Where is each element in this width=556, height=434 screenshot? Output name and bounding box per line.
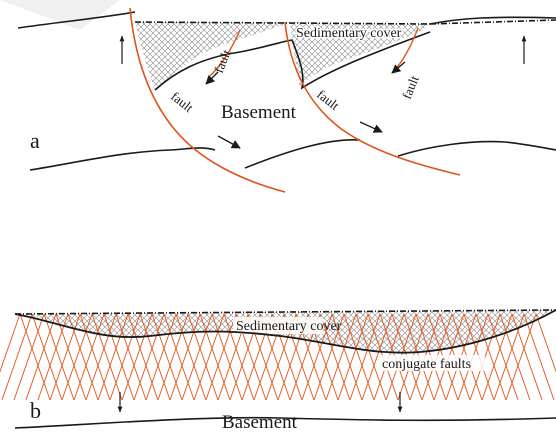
conjugate-fault-line — [205, 313, 237, 401]
conjugate-fault-line — [139, 313, 171, 401]
conjugate-fault-line — [85, 313, 117, 401]
sediment-fill-left — [135, 22, 290, 90]
label-halo-sedimentary-b — [233, 317, 323, 334]
conjugate-fault-line — [337, 313, 369, 401]
slip-arrow-small-left — [205, 71, 219, 85]
panel-letter-a: a — [30, 128, 40, 153]
conjugate-fault-line — [355, 313, 387, 401]
conjugate-fault-line — [175, 313, 207, 401]
conjugate-fault-line — [0, 313, 21, 373]
slip-arrow-small-right — [391, 61, 406, 74]
basement-label-b: Basement — [222, 412, 298, 433]
basement-lower-line-b — [14, 416, 556, 429]
conjugate-fault-line — [19, 313, 51, 401]
conjugate-fault-line — [97, 313, 129, 401]
conjugate-fault-line — [181, 313, 213, 401]
conjugate-fault-line — [133, 313, 165, 401]
basement-lower-line-a — [29, 138, 556, 171]
conjugate-fault-line — [127, 313, 159, 401]
sedimentary-cover-label-a: Sedimentary cover — [296, 26, 402, 41]
fault-label-1: fault — [211, 47, 234, 75]
sediment-fill-right — [290, 22, 430, 88]
conjugate-fault-line — [103, 313, 135, 401]
conjugate-fault-line — [511, 313, 543, 401]
conjugate-fault-line — [91, 313, 123, 401]
surface-line-a — [134, 21, 431, 25]
panel-a: Sedimentary cover Basement a fault fault… — [0, 0, 556, 193]
conjugate-fault-line — [313, 313, 345, 401]
conjugate-fault-line — [31, 313, 63, 401]
sedimentary-cover-label-b: Sedimentary cover — [236, 319, 342, 334]
conjugate-fault-line — [523, 313, 555, 401]
conjugate-fault-line — [475, 313, 507, 401]
conjugate-fault-line — [499, 313, 531, 401]
conjugate-fault-line — [301, 313, 333, 401]
conjugate-fault-line — [331, 313, 363, 401]
listric-fault-left — [129, 7, 286, 193]
conjugate-faults-label: conjugate faults — [382, 357, 471, 372]
conjugate-fault-line — [151, 313, 183, 401]
conjugate-fault-line — [187, 313, 219, 401]
conjugate-fault-line — [37, 313, 69, 401]
conjugate-fault-line — [193, 313, 225, 401]
slip-arrow-listric-right — [359, 121, 383, 133]
conjugate-fault-line — [535, 313, 556, 373]
basement-top-b — [14, 309, 556, 354]
basement-label-a: Basement — [221, 102, 297, 123]
conjugate-fault-line — [343, 313, 375, 401]
conjugate-fault-line — [1, 313, 33, 401]
watermark-wedge — [0, 0, 120, 30]
fault-label-2: fault — [168, 89, 196, 116]
fault-label-4: fault — [399, 73, 422, 101]
conjugate-fault-line — [121, 313, 153, 401]
conjugate-fault-line — [505, 313, 537, 401]
conjugate-fault-line — [349, 313, 381, 401]
conjugate-fault-line — [319, 313, 351, 401]
conjugate-fault-line — [55, 313, 87, 401]
conjugate-fault-line — [223, 313, 255, 401]
conjugate-fault-line — [157, 313, 189, 401]
panel-b: Sedimentary cover conjugate faults Basem… — [0, 309, 556, 433]
fault-label-3: fault — [314, 87, 342, 114]
slip-arrow-listric-left — [217, 135, 241, 149]
conjugate-fault-line — [163, 313, 195, 401]
conjugate-fault-line — [481, 313, 513, 401]
conjugate-fault-line — [145, 313, 177, 401]
conjugate-fault-line — [325, 313, 357, 401]
conjugate-fault-line — [361, 313, 393, 401]
surface-line-a-right — [429, 19, 556, 25]
conjugate-fault-line — [25, 313, 57, 401]
conjugate-fault-line — [13, 313, 45, 401]
surface-right-a — [429, 16, 556, 25]
conjugate-fault-line — [169, 313, 201, 401]
surface-left-a — [17, 11, 136, 29]
conjugate-fault-line — [43, 313, 75, 401]
conjugate-fault-line — [79, 313, 111, 401]
conjugate-fault-line — [115, 313, 147, 401]
label-halo-conjugate-b — [380, 355, 485, 371]
conjugate-fault-line — [211, 313, 243, 401]
basement-top-a — [154, 31, 431, 91]
panel-letter-b: b — [30, 398, 41, 423]
conjugate-fault-line — [199, 313, 231, 401]
listric-fault-right — [284, 21, 461, 176]
conjugate-fault-line — [487, 313, 519, 401]
surface-line-b — [14, 309, 556, 315]
small-fault-left — [209, 29, 241, 77]
conjugate-fault-line — [61, 313, 93, 401]
conjugate-fault-line — [73, 313, 105, 401]
conjugate-fault-line — [109, 313, 141, 401]
